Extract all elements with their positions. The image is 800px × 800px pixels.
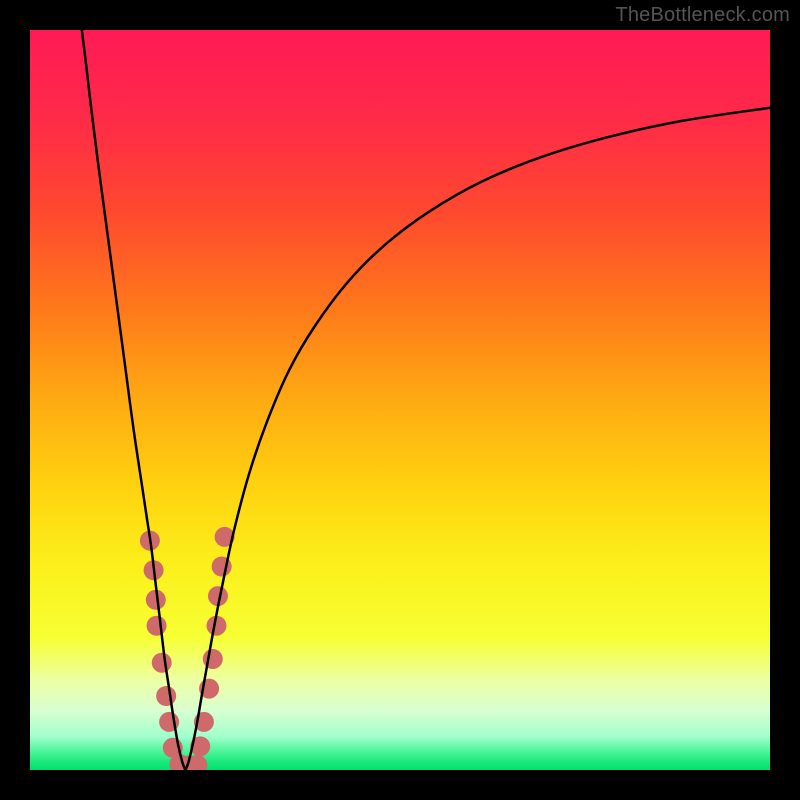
chart-stage: TheBottleneck.com: [0, 0, 800, 800]
marker-dot: [147, 616, 167, 636]
marker-dot: [152, 653, 172, 673]
marker-dot: [156, 686, 176, 706]
plot-background: [30, 30, 770, 770]
chart-svg: [0, 0, 800, 800]
